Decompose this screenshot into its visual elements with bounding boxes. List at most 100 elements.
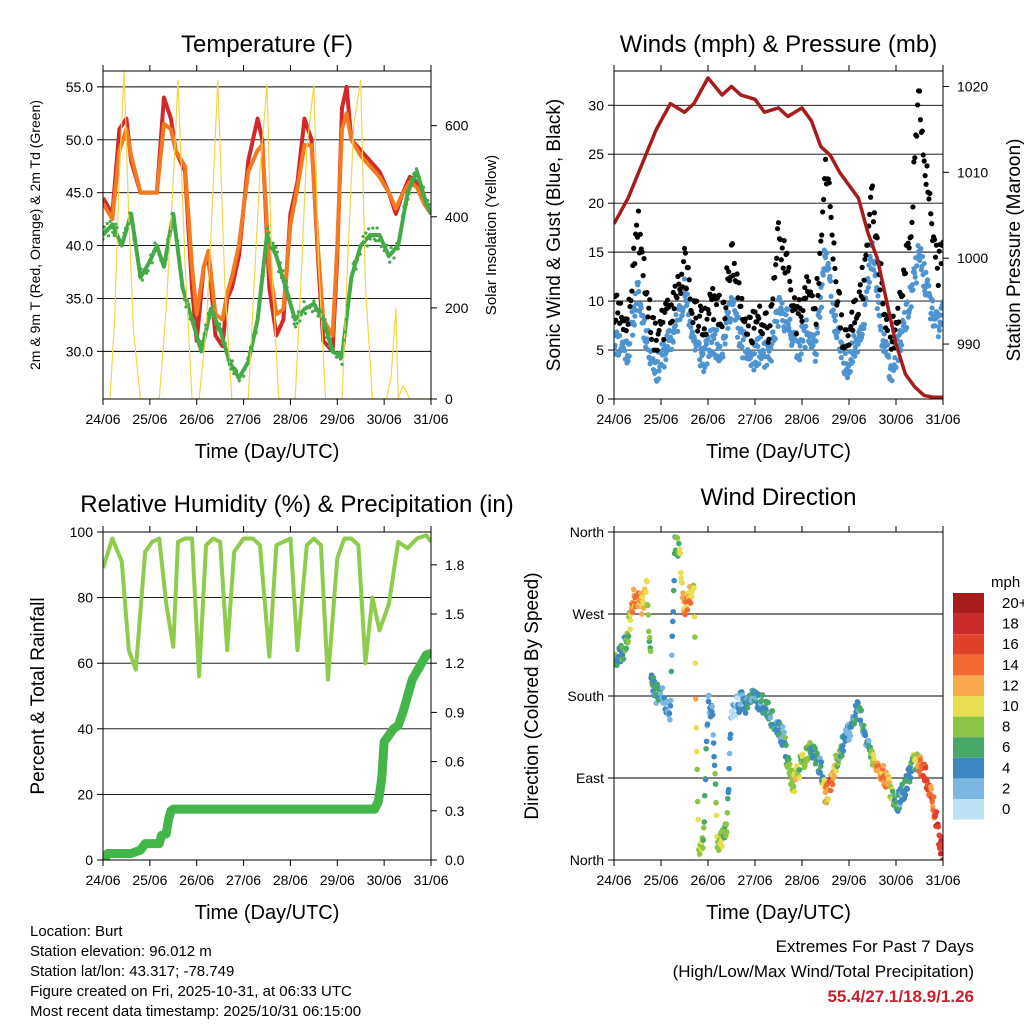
direction-point <box>724 809 731 816</box>
direction-point <box>727 731 734 738</box>
gust-point <box>921 158 927 164</box>
dewpoint-point <box>136 262 140 266</box>
dewpoint-point <box>388 260 392 264</box>
wind-point <box>676 302 683 309</box>
direction-point <box>700 845 706 851</box>
gust-point <box>923 181 929 187</box>
x-tick-label: 25/06 <box>643 411 678 427</box>
y2-tick-label: 0.3 <box>445 803 465 819</box>
x-tick-label: 31/06 <box>413 872 448 888</box>
dewpoint-point <box>302 300 306 304</box>
wind-point <box>909 282 915 288</box>
y-tick-label: 100 <box>70 524 94 540</box>
gust-point <box>744 331 751 337</box>
y-tick-label: 0 <box>596 391 604 407</box>
wind-point <box>764 362 770 368</box>
dewpoint-point <box>201 343 205 347</box>
plot-frame <box>102 531 432 861</box>
direction-point <box>692 634 698 640</box>
gust-point <box>729 241 736 247</box>
dewpoint-point <box>299 313 303 317</box>
y-tick-label: 45.0 <box>66 185 93 201</box>
gust-point <box>650 315 657 321</box>
dewpoint-point <box>247 350 251 354</box>
dewpoint-point <box>277 269 281 274</box>
wind-point <box>798 351 804 357</box>
gust-point <box>716 292 722 298</box>
wind-point <box>720 354 726 360</box>
dewpoint-point <box>365 244 369 248</box>
y-tick-label: South <box>567 688 604 704</box>
direction-point <box>712 781 719 787</box>
wind-point <box>631 322 637 328</box>
gust-point <box>821 196 827 203</box>
dewpoint-point <box>395 241 399 245</box>
gust-point <box>723 305 729 311</box>
dewpoint-point <box>150 261 154 265</box>
dewpoint-point <box>225 352 229 356</box>
dewpoint-point <box>226 358 230 362</box>
dewpoint-point <box>258 291 263 295</box>
gust-point <box>686 277 692 283</box>
gust-point <box>766 336 772 342</box>
dewpoint-point <box>417 175 421 179</box>
plot-area <box>614 534 943 860</box>
gust-point <box>639 249 645 255</box>
x-axis-label: Time (Day/UTC) <box>195 441 340 463</box>
wind-point <box>785 306 791 312</box>
gust-point <box>670 289 676 296</box>
direction-point <box>693 725 700 731</box>
wind-point <box>668 346 675 352</box>
gust-point <box>710 285 716 292</box>
wind-point <box>827 278 834 284</box>
direction-point <box>790 783 797 790</box>
dewpoint-point <box>257 300 261 304</box>
extremes-title: Extremes For Past 7 Days <box>775 937 974 956</box>
dewpoint-point <box>428 210 431 214</box>
wind-point <box>826 265 832 272</box>
gust-point <box>698 307 705 314</box>
wind-point <box>859 331 865 338</box>
wind-point <box>881 331 887 337</box>
wind-point <box>725 325 731 331</box>
gust-point <box>852 320 858 326</box>
wind-point <box>636 288 642 295</box>
wind-point <box>638 305 644 311</box>
dewpoint-point <box>181 288 185 293</box>
wind-point <box>926 283 932 289</box>
direction-point <box>669 633 676 640</box>
x-tick-label: 31/06 <box>413 411 448 427</box>
direction-point <box>786 756 792 763</box>
wind-point <box>663 356 669 363</box>
gust-point <box>848 323 854 330</box>
direction-point <box>716 847 722 853</box>
direction-point <box>742 710 749 716</box>
wind-point <box>768 345 774 351</box>
direction-point <box>817 769 824 776</box>
direction-point <box>928 786 935 792</box>
y-tick-label: 55.0 <box>66 79 93 95</box>
x-tick-label: 28/06 <box>784 411 819 427</box>
gust-point <box>679 271 685 277</box>
gust-point <box>689 310 695 316</box>
gust-point <box>936 248 942 254</box>
dewpoint-point <box>284 279 288 283</box>
x-tick-label: 26/06 <box>179 411 214 427</box>
dewpoint-point <box>426 198 430 203</box>
direction-point <box>767 714 774 721</box>
legend-swatch <box>953 654 984 676</box>
direction-point <box>724 829 730 835</box>
wind-point <box>625 358 631 364</box>
wind-point <box>844 375 851 381</box>
dewpoint-point <box>250 347 254 351</box>
gust-point <box>629 288 635 294</box>
wind-point <box>812 358 818 364</box>
wind-point <box>862 302 868 308</box>
direction-point <box>712 770 718 777</box>
gust-point <box>641 255 647 262</box>
plot-frame <box>613 70 944 400</box>
gust-point <box>617 300 624 306</box>
dewpoint-point <box>251 334 256 338</box>
wind-point <box>774 318 780 325</box>
dewpoint-point <box>309 303 313 307</box>
